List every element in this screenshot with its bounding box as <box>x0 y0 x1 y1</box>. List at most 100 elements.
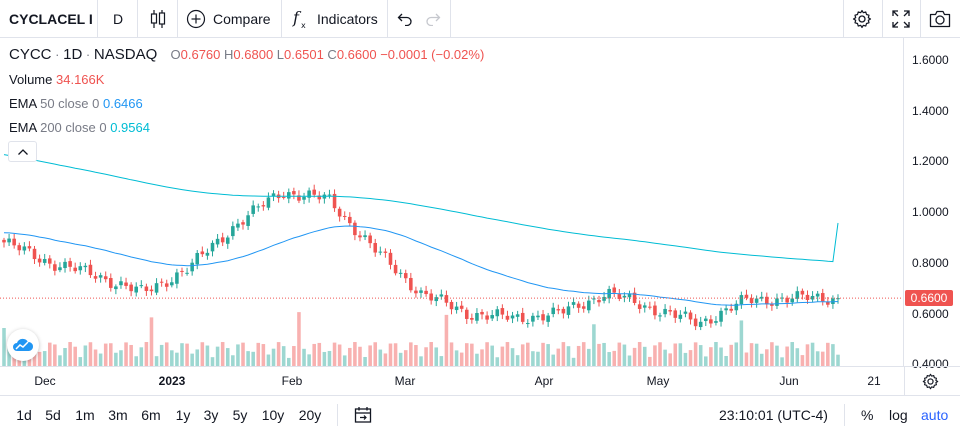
range-5d[interactable]: 5d <box>45 407 61 423</box>
range-10y[interactable]: 10y <box>261 407 285 423</box>
symbol-label: CYCLACEL I <box>9 11 93 27</box>
candle-body <box>459 305 464 309</box>
range-6m[interactable]: 6m <box>141 407 161 423</box>
candle-body <box>185 272 189 274</box>
volume-bar <box>581 342 586 366</box>
candle-body <box>73 267 77 272</box>
candle-body <box>414 290 418 294</box>
volume-bar <box>800 355 805 366</box>
volume-bar <box>754 343 759 366</box>
snapshot-button[interactable] <box>929 0 951 38</box>
candle-body <box>114 286 118 290</box>
volume-bar <box>526 342 530 366</box>
volume-bar <box>663 349 667 366</box>
volume-bar <box>607 352 611 366</box>
volume-bar <box>815 351 820 366</box>
interval-label: D <box>113 11 124 27</box>
price-tick: 1.0000 <box>912 205 949 219</box>
volume-bar <box>434 347 439 366</box>
volume-bar <box>653 345 657 366</box>
undo-button[interactable] <box>397 0 413 38</box>
time-tick: Apr <box>534 374 554 388</box>
candle-body <box>642 305 647 308</box>
svg-text:x: x <box>301 21 306 30</box>
volume-bar <box>678 343 683 366</box>
symbol-search[interactable]: CYCLACEL I <box>9 0 93 38</box>
candle-body <box>383 251 388 253</box>
bottom-toolbar: 1d 5d 1m 3m 6m 1y 3y 5y 10y 20y 23:10:01… <box>0 395 960 433</box>
last-price-label: 0.6600 <box>905 290 953 306</box>
candle-body <box>444 295 449 303</box>
range-3m[interactable]: 3m <box>108 407 128 423</box>
candle-body <box>195 252 200 265</box>
chart-canvas[interactable] <box>0 38 960 366</box>
volume-bar <box>73 346 77 366</box>
candle-body <box>556 309 561 311</box>
volume-bar <box>297 312 301 366</box>
volume-bar <box>429 342 433 366</box>
candle-body <box>12 238 16 246</box>
legend-close: 0.6600 <box>336 47 377 62</box>
candle-body <box>668 310 672 312</box>
interval-button[interactable]: D <box>113 0 123 38</box>
volume-bar <box>93 349 98 366</box>
range-3y[interactable]: 3y <box>203 407 219 423</box>
legend-collapse-button[interactable] <box>8 141 37 162</box>
candle-body <box>688 312 693 320</box>
compare-button[interactable]: Compare <box>186 0 271 38</box>
candle-body <box>154 283 159 293</box>
candle-body <box>429 293 433 301</box>
volume-bar <box>627 355 632 366</box>
volume-bar <box>668 353 672 366</box>
candle-body <box>826 301 830 305</box>
volume-bar <box>251 351 255 366</box>
candle-body <box>409 277 413 291</box>
chart-pane[interactable]: CYCC · 1D · NASDAQ O0.6760 H0.6800 L0.65… <box>0 38 960 371</box>
log-scale-toggle[interactable]: log <box>889 407 908 423</box>
candle-body <box>37 258 42 263</box>
volume-bar <box>520 344 525 366</box>
volume-bar <box>7 346 11 366</box>
candle-body <box>587 300 591 311</box>
price-tick: 0.8000 <box>912 256 949 270</box>
volume-bar <box>261 344 266 366</box>
volume-bar <box>119 350 123 366</box>
time-axis[interactable]: Dec 2023 Feb Mar Apr May Jun 21 <box>0 366 960 395</box>
ema50-value: 0.6466 <box>102 96 143 111</box>
candle-body <box>342 215 347 217</box>
candle-body <box>190 262 194 272</box>
range-1y[interactable]: 1y <box>175 407 191 423</box>
candle-body <box>820 293 825 302</box>
candle-body <box>602 296 606 301</box>
range-1m[interactable]: 1m <box>75 407 95 423</box>
series-legend: CYCC · 1D · NASDAQ O0.6760 H0.6800 L0.65… <box>9 46 485 63</box>
percent-scale-toggle[interactable]: % <box>861 407 874 423</box>
candle-body <box>749 298 754 304</box>
clock-timezone[interactable]: 23:10:01 (UTC-4) <box>719 407 828 423</box>
date-range-calendar-icon[interactable] <box>354 406 372 424</box>
auto-scale-toggle[interactable]: auto <box>921 407 949 423</box>
candle-body <box>403 273 408 279</box>
volume-bar <box>637 342 642 366</box>
range-5y[interactable]: 5y <box>232 407 248 423</box>
volume-bar <box>109 343 113 366</box>
fullscreen-button[interactable] <box>892 0 910 38</box>
candle-body <box>129 284 133 292</box>
legend-open: 0.6760 <box>180 47 221 62</box>
candle-body <box>332 193 337 209</box>
redo-button[interactable] <box>425 0 441 38</box>
settings-button[interactable] <box>852 0 872 38</box>
volume-bar <box>393 343 398 366</box>
candle-body <box>551 307 555 315</box>
tradingview-logo[interactable] <box>7 329 39 361</box>
candle-body <box>770 304 774 306</box>
volume-bar <box>398 352 403 366</box>
axis-settings-gear-icon[interactable] <box>922 373 939 390</box>
candle-body <box>373 242 378 253</box>
range-1d[interactable]: 1d <box>16 407 32 423</box>
chart-type-button[interactable] <box>149 0 167 38</box>
range-20y[interactable]: 20y <box>298 407 322 423</box>
